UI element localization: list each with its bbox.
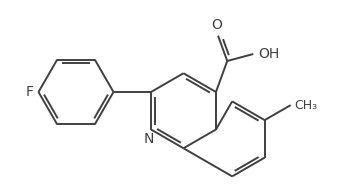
Text: F: F <box>26 85 34 99</box>
Text: CH₃: CH₃ <box>295 99 318 112</box>
Text: OH: OH <box>258 47 280 61</box>
Text: O: O <box>211 18 223 32</box>
Text: N: N <box>143 132 154 146</box>
